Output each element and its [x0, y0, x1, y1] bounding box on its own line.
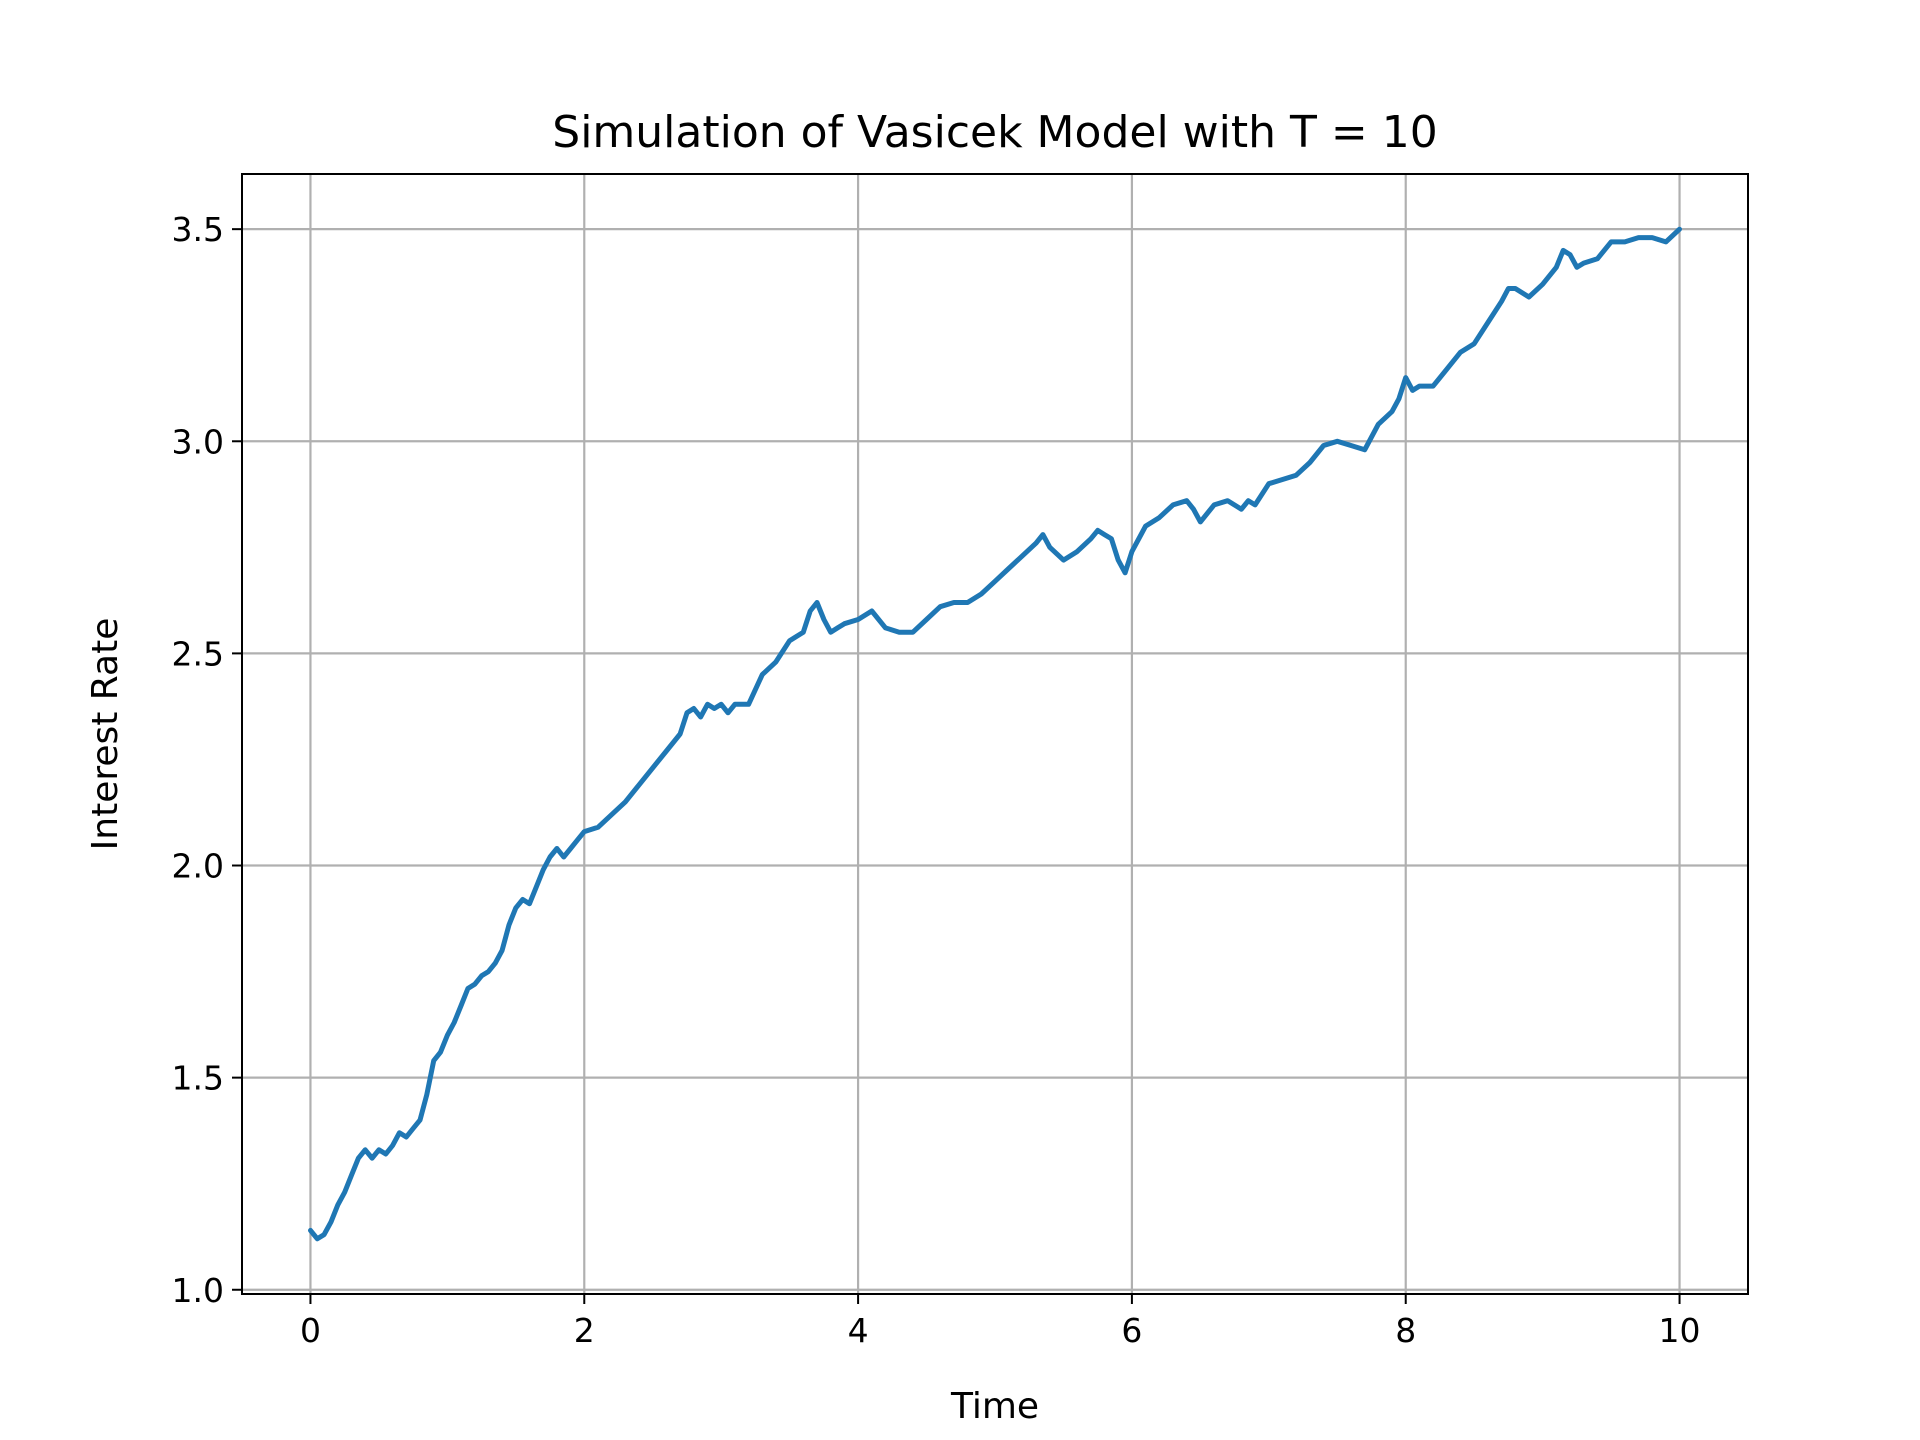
- x-tick-label: 6: [1121, 1311, 1142, 1350]
- plot-area: [308, 226, 1682, 1242]
- series-line-0: [308, 226, 1682, 1242]
- y-tick-label: 3.5: [172, 210, 224, 249]
- chart-title: Simulation of Vasicek Model with T = 10: [552, 107, 1437, 158]
- x-tick-label: 2: [574, 1311, 595, 1350]
- y-tick-label: 2.0: [172, 847, 224, 886]
- y-tick-label: 1.5: [172, 1059, 224, 1098]
- y-axis-label: Interest Rate: [85, 618, 126, 851]
- x-axis-label: Time: [950, 1386, 1039, 1427]
- x-tick-label: 0: [300, 1311, 321, 1350]
- axis-ticks: 0 2 4 6 8 10 1.0 1.5 2.0 2.5 3.0 3.5: [172, 210, 1701, 1350]
- x-tick-label: 10: [1659, 1311, 1701, 1350]
- x-tick-label: 8: [1395, 1311, 1416, 1350]
- y-tick-label: 2.5: [172, 634, 224, 673]
- x-tick-label: 4: [848, 1311, 869, 1350]
- grid: [242, 174, 1748, 1294]
- y-tick-label: 1.0: [172, 1271, 224, 1310]
- y-tick-label: 3.0: [172, 422, 224, 461]
- plot-frame: [241, 173, 1749, 1295]
